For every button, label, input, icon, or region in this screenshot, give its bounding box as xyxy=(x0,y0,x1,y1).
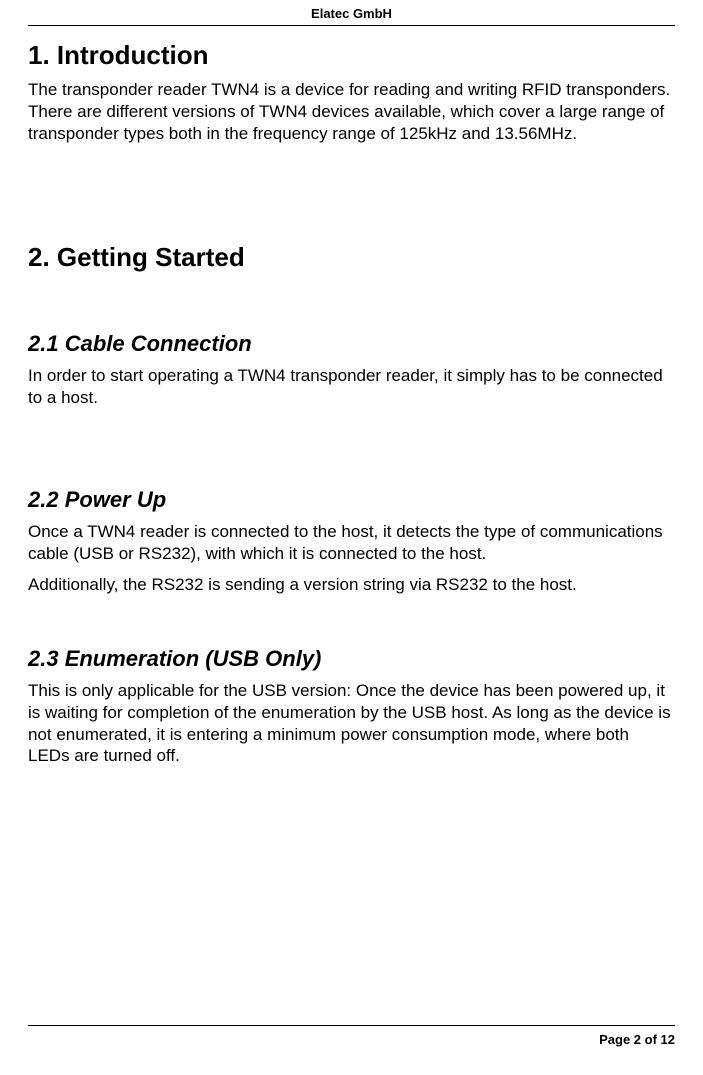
cable-connection-paragraph: In order to start operating a TWN4 trans… xyxy=(28,365,675,409)
page-footer: Page 2 of 12 xyxy=(28,1025,675,1047)
power-up-paragraph-2: Additionally, the RS232 is sending a ver… xyxy=(28,574,675,596)
enumeration-paragraph: This is only applicable for the USB vers… xyxy=(28,680,675,767)
page-header: Elatec GmbH xyxy=(28,0,675,26)
heading-introduction: 1. Introduction xyxy=(28,40,675,71)
heading-enumeration: 2.3 Enumeration (USB Only) xyxy=(28,646,675,672)
introduction-paragraph: The transponder reader TWN4 is a device … xyxy=(28,79,675,144)
company-name: Elatec GmbH xyxy=(311,6,392,21)
heading-getting-started: 2. Getting Started xyxy=(28,242,675,273)
heading-cable-connection: 2.1 Cable Connection xyxy=(28,331,675,357)
page-number: Page 2 of 12 xyxy=(599,1032,675,1047)
document-page: Elatec GmbH 1. Introduction The transpon… xyxy=(0,0,703,1075)
power-up-paragraph-1: Once a TWN4 reader is connected to the h… xyxy=(28,521,675,565)
heading-power-up: 2.2 Power Up xyxy=(28,487,675,513)
